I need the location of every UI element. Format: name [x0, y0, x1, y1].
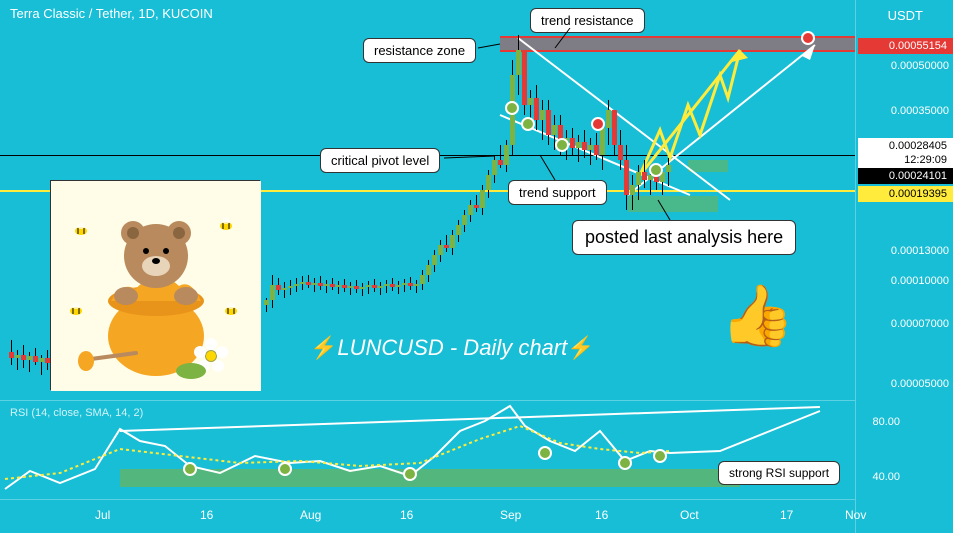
callout-resistance-zone: resistance zone	[363, 38, 476, 63]
bolt-icon: ⚡	[567, 335, 594, 360]
time-label: 17	[780, 508, 793, 522]
thumbs-up-icon: 👍	[720, 280, 795, 351]
marker-dot	[555, 138, 569, 152]
price-tag: 0.00024101	[858, 168, 953, 184]
price-tag: 12:29:09	[858, 152, 953, 168]
marker-dot	[591, 117, 605, 131]
price-tick: 0.00007000	[891, 318, 949, 330]
price-tick: 0.00035000	[891, 105, 949, 117]
price-tag: 0.00055154	[858, 38, 953, 54]
quote-label: USDT	[888, 8, 923, 23]
time-label: Aug	[300, 508, 321, 522]
callout-strong-rsi: strong RSI support	[718, 461, 840, 485]
marker-dot	[505, 101, 519, 115]
marker-dot	[801, 31, 815, 45]
marker-dot	[521, 117, 535, 131]
bolt-icon: ⚡	[310, 335, 337, 360]
time-axis: Jul16Aug16Sep16Oct17Nov	[0, 500, 855, 533]
price-tick: 0.00010000	[891, 275, 949, 287]
time-label: 16	[200, 508, 213, 522]
price-axis: USDT 0.00050000 0.00035000 0.00013000 0.000…	[855, 0, 953, 533]
time-label: Oct	[680, 508, 699, 522]
time-label: Nov	[845, 508, 866, 522]
price-tick: 0.00005000	[891, 378, 949, 390]
callout-trend-support: trend support	[508, 180, 607, 205]
marker-dot	[649, 163, 663, 177]
time-label: 16	[595, 508, 608, 522]
price-tag: 0.00019395	[858, 186, 953, 202]
main-chart: Terra Classic / Tether, 1D, KUCOIN	[0, 0, 855, 400]
rsi-panel: RSI (14, close, SMA, 14, 2) strong RSI s…	[0, 400, 855, 500]
time-label: 16	[400, 508, 413, 522]
price-tick: 0.00050000	[891, 60, 949, 72]
bear-image	[50, 180, 260, 390]
subtitle-text: LUNCUSD - Daily chart	[337, 335, 567, 360]
chart-subtitle: ⚡LUNCUSD - Daily chart⚡	[310, 335, 595, 361]
callout-posted-last: posted last analysis here	[572, 220, 796, 255]
price-tick: 0.00013000	[891, 245, 949, 257]
rsi-lines	[0, 401, 855, 501]
time-label: Sep	[500, 508, 521, 522]
rsi-tick: 80.00	[872, 416, 900, 428]
rsi-tick: 40.00	[872, 471, 900, 483]
time-label: Jul	[95, 508, 110, 522]
callout-trend-resistance: trend resistance	[530, 8, 645, 33]
callout-critical-pivot: critical pivot level	[320, 148, 440, 173]
